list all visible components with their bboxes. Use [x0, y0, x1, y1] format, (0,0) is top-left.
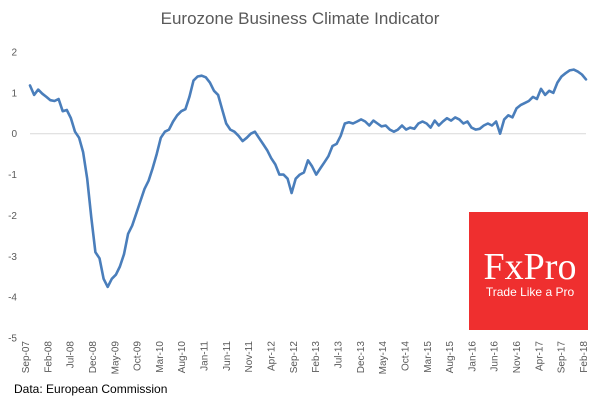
- x-tick-label: May-09: [110, 341, 121, 375]
- y-tick-label: -4: [8, 293, 17, 304]
- x-tick-label: Sep-07: [21, 341, 32, 374]
- x-tick-label: Jan-16: [467, 341, 478, 372]
- y-tick-label: 2: [11, 48, 17, 59]
- x-tick-label: Aug-15: [445, 341, 456, 374]
- x-tick-label: Feb-18: [579, 341, 590, 373]
- y-tick-label: 0: [11, 129, 17, 140]
- x-tick-label: Aug-10: [177, 341, 188, 374]
- series-line: [28, 68, 588, 289]
- x-tick-label: Dec-13: [356, 341, 367, 374]
- fxpro-tagline: Trade Like a Pro: [486, 285, 575, 299]
- x-tick-label: Jun-16: [490, 341, 501, 372]
- source-note: Data: European Commission: [14, 382, 167, 396]
- x-tick-label: Sep-12: [289, 341, 300, 374]
- x-tick-label: Jul-13: [333, 341, 344, 369]
- x-tick-label: Oct-09: [133, 341, 144, 371]
- fxpro-logo-text: FxPro: [484, 246, 577, 288]
- x-tick-label: Jan-11: [200, 341, 211, 371]
- x-tick-label: Dec-08: [88, 341, 99, 374]
- x-tick-label: Feb-08: [43, 341, 54, 373]
- x-tick-label: Feb-13: [311, 341, 322, 373]
- y-tick-label: -2: [8, 211, 17, 222]
- x-tick-label: Mar-10: [155, 341, 166, 373]
- x-tick-label: Apr-17: [534, 341, 545, 371]
- x-tick-label: Nov-11: [244, 341, 255, 373]
- x-tick-label: Mar-15: [423, 341, 434, 373]
- y-tick-label: -3: [8, 252, 17, 263]
- x-tick-label: Apr-12: [267, 341, 278, 371]
- fxpro-logo: FxPro Trade Like a Pro: [469, 212, 588, 330]
- y-axis-ticks: 2 1 0 -1 -2 -3 -4 -5: [8, 48, 17, 345]
- y-tick-label: -1: [8, 170, 17, 181]
- fxpro-logo-background: [469, 212, 588, 330]
- x-tick-label: Jun-11: [222, 341, 233, 371]
- series-group: [28, 68, 588, 289]
- y-tick-label: 1: [11, 88, 17, 99]
- x-tick-label: Jul-08: [66, 341, 77, 369]
- x-tick-label: Sep-17: [557, 341, 568, 374]
- y-tick-label: -5: [8, 334, 17, 345]
- x-tick-label: May-14: [378, 341, 389, 375]
- x-tick-label: Oct-14: [400, 341, 411, 371]
- chart-title: Eurozone Business Climate Indicator: [161, 9, 440, 28]
- x-tick-label: Nov-16: [512, 341, 523, 374]
- x-axis-tick-labels: Sep-07 Feb-08 Jul-08 Dec-08 May-09 Oct-09 Mar-…: [21, 341, 590, 375]
